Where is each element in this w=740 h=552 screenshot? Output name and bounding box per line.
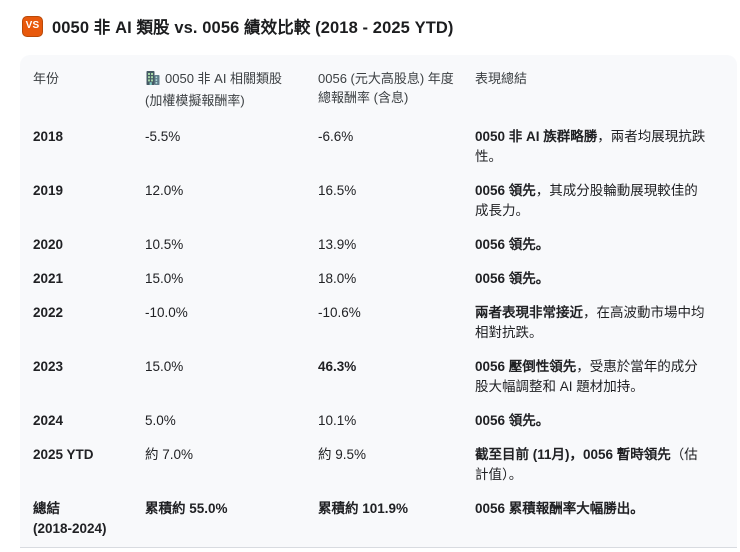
table-row-2022: 2022 -10.0% -10.6% 兩者表現非常接近，在高波動市場中均相對抗跌… bbox=[33, 296, 723, 350]
summary-bold-text: 0056 領先。 bbox=[475, 271, 550, 286]
summary-cell: 0056 累積報酬率大幅勝出。 bbox=[475, 499, 723, 539]
summary-cell: 0056 壓倒性領先，受惠於當年的成分股大幅調整和 AI 題材加持。 bbox=[475, 357, 723, 397]
page-title: 0050 非 AI 類股 vs. 0056 績效比較 (2018 - 2025 … bbox=[52, 19, 454, 37]
year-cell: 2022 bbox=[33, 305, 64, 320]
column-header-0056: 0056 (元大高股息) 年度總報酬率 (含息) bbox=[318, 71, 454, 105]
value-0050: 15.0% bbox=[145, 359, 184, 374]
summary-cell: 0056 領先。 bbox=[475, 269, 723, 289]
value-0050: -10.0% bbox=[145, 305, 188, 320]
value-0056: -6.6% bbox=[318, 129, 354, 144]
year-cell: 2020 bbox=[33, 237, 64, 252]
value-0050: 10.5% bbox=[145, 237, 184, 252]
table-row-2023: 2023 15.0% 46.3% 0056 壓倒性領先，受惠於當年的成分股大幅調… bbox=[33, 350, 723, 404]
summary-cell: 截至目前 (11月)，0056 暫時領先（估計值）。 bbox=[475, 445, 723, 485]
summary-rest-text: ，兩者均展現抗跌性。 bbox=[475, 129, 706, 164]
value-0050: 約 7.0% bbox=[145, 447, 194, 462]
year-cell: 2023 bbox=[33, 359, 64, 374]
year-cell: 2024 bbox=[33, 413, 64, 428]
comparison-table: 年份 0050 非 AI 相關類股 (加權模擬報酬率) 0056 (元大高股息)… bbox=[20, 55, 737, 548]
value-0056: 16.5% bbox=[318, 183, 357, 198]
summary-cell: 0056 領先。 bbox=[475, 235, 723, 255]
summary-bold-text: 0056 壓倒性領先 bbox=[475, 359, 577, 374]
column-header-year: 年份 bbox=[33, 71, 60, 86]
summary-bold-text: 0056 領先 bbox=[475, 183, 536, 198]
title-bar: VS 0050 非 AI 類股 vs. 0056 績效比較 (2018 - 20… bbox=[0, 0, 740, 38]
value-0050: -5.5% bbox=[145, 129, 181, 144]
table-row-2019: 2019 12.0% 16.5% 0056 領先，其成分股輪動展現較佳的成長力。 bbox=[33, 174, 723, 228]
value-0050: 12.0% bbox=[145, 183, 184, 198]
summary-bold-text: 兩者表現非常接近 bbox=[475, 305, 583, 320]
value-0056: -10.6% bbox=[318, 305, 361, 320]
building-icon bbox=[145, 70, 161, 91]
summary-rest-text: ，受惠於當年的成分股大幅調整和 AI 題材加持。 bbox=[475, 359, 698, 394]
summary-bold-text: 截至目前 (11月)，0056 暫時領先 bbox=[475, 447, 671, 462]
year-cell: 2018 bbox=[33, 129, 64, 144]
year-cell: 2021 bbox=[33, 271, 64, 286]
value-0050: 累積約 55.0% bbox=[145, 501, 228, 516]
value-0050: 15.0% bbox=[145, 271, 184, 286]
table-row-2018: 2018 -5.5% -6.6% 0050 非 AI 族群略勝，兩者均展現抗跌性… bbox=[33, 120, 723, 174]
summary-cell: 0056 領先。 bbox=[475, 411, 723, 431]
summary-bold-text: 0056 領先。 bbox=[475, 413, 550, 428]
year-cell: 2025 YTD bbox=[33, 447, 94, 462]
summary-bold-text: 0056 領先。 bbox=[475, 237, 550, 252]
summary-cell: 0056 領先，其成分股輪動展現較佳的成長力。 bbox=[475, 181, 723, 221]
summary-rest-text: ，在高波動市場中均相對抗跌。 bbox=[475, 305, 705, 340]
column-header-0050-label: 0050 非 AI 相關類股 (加權模擬報酬率) bbox=[145, 71, 283, 108]
value-0050: 5.0% bbox=[145, 413, 176, 428]
value-0056: 約 9.5% bbox=[318, 447, 367, 462]
year-cell: 總結 (2018-2024) bbox=[33, 501, 107, 536]
table-row-total: 總結 (2018-2024) 累積約 55.0% 累積約 101.9% 0056… bbox=[33, 492, 723, 546]
value-0056: 10.1% bbox=[318, 413, 357, 428]
summary-rest-text: ，其成分股輪動展現較佳的成長力。 bbox=[475, 183, 698, 218]
table-row-2025-ytd: 2025 YTD 約 7.0% 約 9.5% 截至目前 (11月)，0056 暫… bbox=[33, 438, 723, 492]
value-0056: 累積約 101.9% bbox=[318, 501, 409, 516]
value-0056: 18.0% bbox=[318, 271, 357, 286]
summary-bold-text: 0050 非 AI 族群略勝 bbox=[475, 129, 598, 144]
summary-cell: 0050 非 AI 族群略勝，兩者均展現抗跌性。 bbox=[475, 127, 723, 167]
summary-bold-text: 0056 累積報酬率大幅勝出。 bbox=[475, 501, 644, 516]
summary-rest-text: （估計值）。 bbox=[475, 447, 698, 482]
value-0056: 46.3% bbox=[318, 359, 357, 374]
value-0056: 13.9% bbox=[318, 237, 357, 252]
table-row-2020: 2020 10.5% 13.9% 0056 領先。 bbox=[33, 228, 723, 262]
column-header-0050: 0050 非 AI 相關類股 (加權模擬報酬率) bbox=[145, 69, 318, 110]
table-row-2024: 2024 5.0% 10.1% 0056 領先。 bbox=[33, 404, 723, 438]
vs-badge-icon: VS bbox=[22, 15, 43, 37]
column-header-summary: 表現總結 bbox=[475, 71, 528, 86]
table-header-row: 年份 0050 非 AI 相關類股 (加權模擬報酬率) 0056 (元大高股息)… bbox=[33, 69, 723, 120]
table-row-2021: 2021 15.0% 18.0% 0056 領先。 bbox=[33, 262, 723, 296]
summary-cell: 兩者表現非常接近，在高波動市場中均相對抗跌。 bbox=[475, 303, 723, 343]
year-cell: 2019 bbox=[33, 183, 64, 198]
